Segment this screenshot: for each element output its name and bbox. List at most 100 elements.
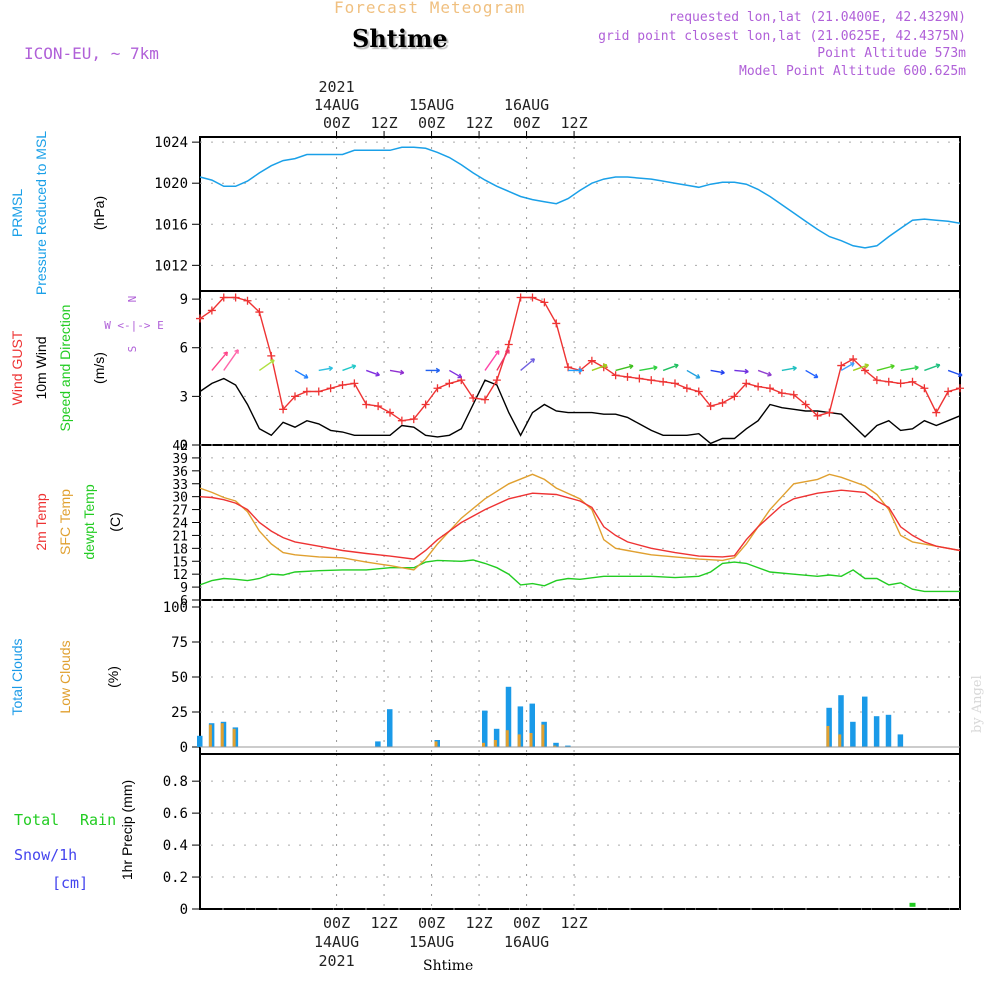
gust-marker <box>374 402 383 411</box>
temp-unit-label: (C) <box>107 512 123 531</box>
gust-marker <box>706 402 715 411</box>
dewpt-label: dewpt Temp <box>81 484 97 559</box>
panel-temperature <box>199 444 961 601</box>
low-cloud-bar <box>838 734 842 747</box>
wind-arrowhead <box>303 373 309 379</box>
gust-marker <box>789 390 798 399</box>
gust-marker <box>777 389 786 398</box>
low-clouds-label: Low Clouds <box>57 640 73 713</box>
gust-marker <box>409 415 418 424</box>
wind-gust-label: Wind GUST <box>9 330 25 405</box>
wind-arrowhead <box>351 364 357 370</box>
gust-marker <box>766 384 774 393</box>
wind-arrow <box>840 362 855 372</box>
panel-frame <box>199 136 961 292</box>
gust-marker <box>397 416 406 425</box>
panel-frame <box>199 753 961 910</box>
total-cloud-bar <box>387 709 393 747</box>
y-tick-label: 27 <box>172 504 188 519</box>
gust-marker <box>291 392 299 401</box>
gust-marker <box>813 411 822 420</box>
panel-pressure <box>199 136 961 292</box>
sfc-temp-label: SFC Temp <box>57 489 73 555</box>
gust-marker <box>421 400 430 409</box>
panels-group <box>199 136 961 910</box>
bottom-time-tick: 12Z <box>371 914 398 932</box>
total-cloud-bar <box>529 703 535 747</box>
y-tick-label: 50 <box>171 670 188 686</box>
gust-marker <box>647 376 656 385</box>
gust-marker <box>350 379 359 388</box>
bottom-time-tick: 00Z <box>323 914 350 932</box>
bottom-date-label: 15AUG <box>409 933 454 951</box>
gust-marker <box>849 355 858 364</box>
y-tick-label: 0.4 <box>163 838 188 854</box>
bottom-time-tick: 12Z <box>561 914 588 932</box>
gust-marker <box>837 361 846 370</box>
total-cloud-bar <box>197 735 203 747</box>
top-date-label: 15AUG <box>409 96 454 114</box>
low-cloud-bar <box>553 745 557 747</box>
compass-row: W <-|-> E <box>104 319 164 332</box>
wind-arrow <box>924 364 941 372</box>
y-tick-label: 0.6 <box>163 806 188 822</box>
y-tick-label: 1024 <box>154 135 188 151</box>
gust-marker <box>956 384 964 393</box>
bottom-time-tick: 00Z <box>513 914 540 932</box>
y-tick-label: 25 <box>171 705 188 721</box>
clouds-unit-label: (%) <box>105 666 121 688</box>
panel-frame <box>199 444 961 601</box>
y-tick-label: 39 <box>172 452 188 467</box>
gust-marker <box>196 314 204 323</box>
low-cloud-bar <box>482 742 485 747</box>
gust-marker <box>825 408 834 417</box>
total-cloud-bar <box>482 710 488 747</box>
wind-arrowhead <box>494 350 500 355</box>
wind-arrow <box>852 364 869 372</box>
pressure-label-prmsl: PRMSL <box>9 189 25 237</box>
wind-unit-label: (m/s) <box>91 352 107 384</box>
wind-arrow <box>947 369 963 377</box>
low-cloud-bar <box>826 726 830 747</box>
gust-marker <box>801 400 810 409</box>
gust-marker <box>611 371 620 380</box>
top-time-tick: 00Z <box>418 114 445 132</box>
y-tick-label: 36 <box>172 465 188 480</box>
wind-arrow <box>318 367 333 372</box>
gust-marker <box>231 293 240 302</box>
wind-arrow <box>662 364 679 372</box>
t2m-line <box>199 489 961 560</box>
wind-arrowhead <box>890 363 895 370</box>
low-cloud-bar <box>505 730 509 747</box>
model-altitude: Model Point Altitude 600.625m <box>739 64 966 79</box>
y-tick-label: 0.2 <box>163 870 188 886</box>
gust-marker <box>742 379 751 388</box>
gust-marker <box>635 374 644 383</box>
panel-precip <box>199 753 961 910</box>
gust-marker <box>754 382 763 391</box>
low-cloud-bar <box>541 724 545 747</box>
y-tick-label: 21 <box>172 529 188 544</box>
gust-marker <box>920 384 929 393</box>
y-tick-label: 42 <box>172 439 188 454</box>
y-tick-label: 6 <box>180 594 188 609</box>
low-cloud-bar <box>232 728 236 747</box>
gust-marker <box>694 387 703 396</box>
wind-arrowhead <box>328 365 333 372</box>
low-cloud-bar <box>493 740 497 747</box>
gust-marker <box>932 408 941 417</box>
bottom-station-label: Shtime <box>423 958 474 974</box>
wind-arrow <box>757 369 772 376</box>
gust-marker <box>623 372 632 381</box>
gust-marker <box>540 298 549 307</box>
wind-arrowhead <box>850 362 855 367</box>
wind-arrow <box>686 369 701 379</box>
wind-arrow <box>639 366 658 372</box>
wind-arrowhead <box>457 373 463 379</box>
wind-arrowhead <box>864 363 870 369</box>
wind-arrowhead <box>375 371 380 377</box>
y-tick-label: 24 <box>172 517 188 532</box>
wind-arrow <box>294 369 309 379</box>
wind-arrowhead <box>914 365 919 371</box>
